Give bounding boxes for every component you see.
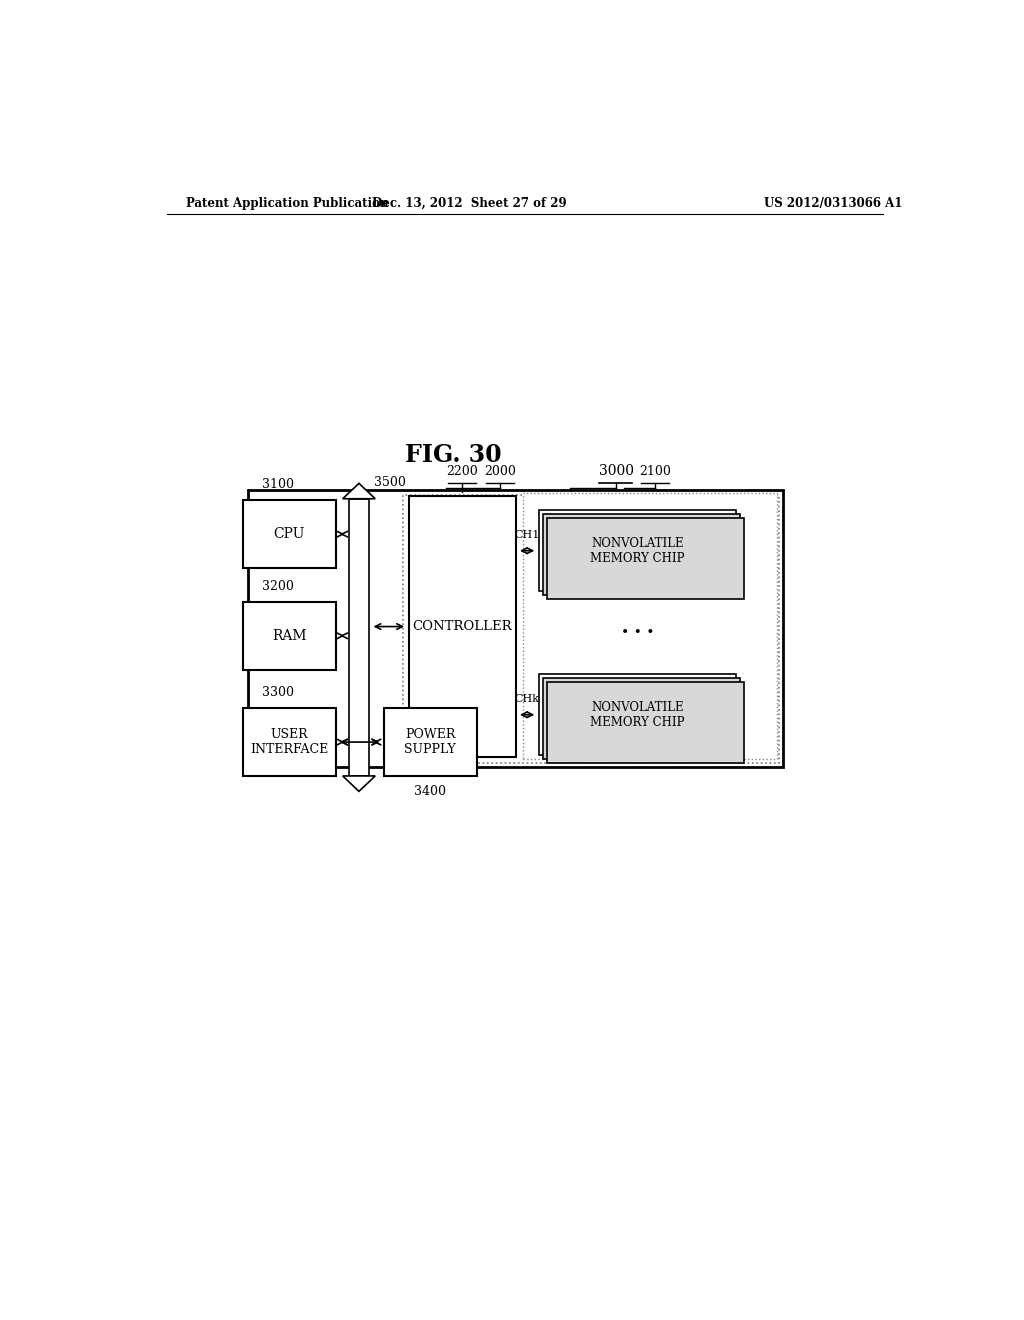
- Text: 2000: 2000: [484, 465, 516, 478]
- Text: • • •: • • •: [621, 626, 654, 640]
- Bar: [243, 602, 336, 669]
- Text: 2200: 2200: [446, 465, 478, 478]
- Bar: [243, 708, 336, 776]
- Text: Dec. 13, 2012  Sheet 27 of 29: Dec. 13, 2012 Sheet 27 of 29: [372, 197, 566, 210]
- Bar: [349, 499, 369, 776]
- Bar: [543, 513, 740, 595]
- Text: US 2012/0313066 A1: US 2012/0313066 A1: [764, 197, 902, 210]
- Bar: [243, 500, 336, 568]
- Bar: [409, 496, 515, 758]
- Bar: [543, 678, 740, 759]
- Bar: [248, 490, 783, 767]
- FancyArrow shape: [343, 483, 375, 499]
- Text: Patent Application Publication: Patent Application Publication: [186, 197, 389, 210]
- Text: NONVOLATILE
MEMORY CHIP: NONVOLATILE MEMORY CHIP: [590, 701, 685, 729]
- Bar: [523, 494, 777, 759]
- Text: 2100: 2100: [639, 465, 671, 478]
- Bar: [539, 675, 736, 755]
- Bar: [403, 495, 779, 763]
- Text: 3000: 3000: [599, 463, 634, 478]
- Bar: [547, 517, 744, 599]
- Bar: [547, 682, 744, 763]
- Text: CPU: CPU: [273, 527, 305, 541]
- Text: NONVOLATILE
MEMORY CHIP: NONVOLATILE MEMORY CHIP: [590, 537, 685, 565]
- Text: FIG. 30: FIG. 30: [406, 442, 502, 467]
- Text: 3300: 3300: [261, 686, 294, 700]
- FancyArrow shape: [343, 776, 375, 792]
- Text: CONTROLLER: CONTROLLER: [413, 620, 512, 634]
- Text: RAM: RAM: [272, 628, 306, 643]
- Text: CH1: CH1: [514, 529, 540, 540]
- Text: USER
INTERFACE: USER INTERFACE: [250, 729, 329, 756]
- Bar: [539, 511, 736, 591]
- Text: 3400: 3400: [415, 785, 446, 799]
- Text: 3500: 3500: [375, 477, 407, 490]
- Text: CHk: CHk: [515, 694, 540, 704]
- Bar: [384, 708, 477, 776]
- Text: POWER
SUPPLY: POWER SUPPLY: [404, 729, 456, 756]
- Text: 3100: 3100: [261, 478, 294, 491]
- Text: 3200: 3200: [262, 579, 294, 593]
